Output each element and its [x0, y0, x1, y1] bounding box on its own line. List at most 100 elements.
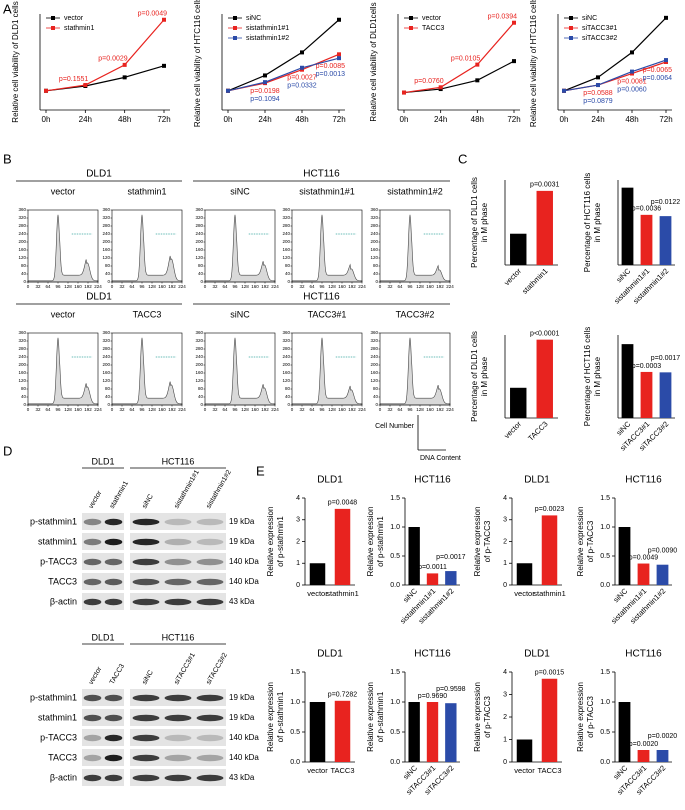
y-tick-label: 80 [105, 386, 111, 391]
x-tick-label: 72h [332, 115, 345, 124]
y-axis-label: Relative cell viability of DLD1cells [369, 2, 378, 121]
x-tick-label: 160 [338, 407, 346, 412]
p-value: p=0.0198 [250, 88, 279, 95]
y-tick-label: 2 [503, 538, 507, 545]
x-tick-label: 224 [358, 407, 366, 412]
blot-band [132, 558, 160, 566]
chart-title: DLD1 [524, 649, 550, 660]
y-tick-label: 360 [195, 207, 203, 212]
point [337, 52, 341, 57]
y-axis-label: Percentage of DLD1 cells [470, 177, 479, 268]
plot-frame [204, 209, 276, 283]
y-tick-label: 0.5 [600, 553, 610, 560]
blot-band [196, 558, 224, 566]
blot-band [196, 518, 224, 526]
series-line [45, 19, 165, 92]
y-tick-label: 280 [102, 223, 110, 228]
protein-label: p-stathmin1 [30, 516, 77, 526]
x-tick-label: 64 [397, 407, 403, 412]
x-tick-label: 32 [119, 284, 125, 289]
group-label: DLD1 [86, 169, 112, 180]
y-axis-label: Relative expression [266, 507, 275, 577]
histogram [291, 214, 363, 283]
y-tick-label: 160 [102, 370, 110, 375]
y-tick-label: 160 [370, 247, 378, 252]
blot-band [104, 714, 123, 722]
y-axis-label: Relative expression [576, 507, 585, 577]
x-tick-label: 128 [328, 407, 336, 412]
x-tick-label: 96 [407, 407, 413, 412]
x-tick-label: 24h [434, 115, 447, 124]
y-tick-label: 40 [198, 271, 204, 276]
bar [659, 216, 672, 265]
legend-label: TACC3 [422, 25, 445, 32]
p-value: p=0.0027 [287, 75, 316, 82]
legend-marker [409, 16, 413, 20]
y-tick-label: 200 [102, 362, 110, 367]
blot-band [83, 734, 102, 742]
p-value: p=0.0029 [98, 56, 127, 63]
series-line [227, 57, 340, 92]
blot-band [164, 598, 192, 606]
x-tick-label: 96 [319, 284, 325, 289]
blot-band [164, 734, 192, 742]
point [300, 65, 304, 70]
p-value: p=0.0879 [583, 98, 612, 105]
y-tick-label: 0.5 [390, 729, 400, 736]
y-tick-label: 120 [195, 255, 203, 260]
x-tick-label: 0h [42, 115, 51, 124]
x-tick-label: 160 [251, 284, 259, 289]
x-tick-label: 128 [416, 407, 424, 412]
blot-band [132, 518, 160, 526]
blot-band [164, 558, 192, 566]
p-value: p=0.0105 [451, 55, 480, 62]
y-tick-label: 1 [503, 560, 507, 567]
x-tick-label: 0 [111, 284, 114, 289]
lane-label: TACC3 [109, 663, 126, 686]
legend-label: sistathmin1#1 [246, 25, 289, 32]
point [162, 63, 166, 68]
plot-frame [204, 332, 276, 406]
y-tick-label: 0 [375, 402, 378, 407]
bar [510, 233, 527, 265]
x-tick-label: 128 [64, 407, 72, 412]
p-value: p=0.0081 [617, 78, 646, 85]
x-tick-label: 192 [261, 407, 269, 412]
sample-label: vector [51, 186, 76, 196]
x-tick-label: 160 [74, 284, 82, 289]
chart-title: HCT116 [414, 649, 451, 660]
y-tick-label: 120 [18, 255, 26, 260]
size-label: 140 kDa [229, 753, 259, 762]
point [122, 75, 127, 80]
bar [536, 339, 553, 418]
y-tick-label: 40 [285, 394, 291, 399]
panel-label: C [458, 151, 467, 166]
x-tick-label: 72h [157, 115, 170, 124]
series-line [563, 59, 667, 92]
y-axis-label: of p-TACC3 [586, 520, 595, 562]
legend-label: sistathmin1#2 [246, 35, 289, 42]
lane-label: siNC [141, 493, 155, 510]
x-tick-label: 224 [94, 407, 102, 412]
y-axis-label: Relative expression [266, 682, 275, 752]
p-value: p=0.0588 [583, 90, 612, 97]
y-tick-label: 0.5 [290, 729, 300, 736]
legend-label: siTACC3#1 [582, 25, 617, 32]
bar [426, 702, 439, 762]
y-tick-label: 320 [370, 215, 378, 220]
x-tick-label: 96 [232, 407, 238, 412]
p-value: p=0.0048 [328, 500, 357, 507]
blot-band [196, 598, 224, 606]
y-tick-label: 0 [503, 759, 507, 766]
y-tick-label: 2 [503, 714, 507, 721]
chart-title: DLD1 [524, 475, 550, 486]
size-label: 140 kDa [229, 557, 259, 566]
chart-title: HCT116 [625, 649, 662, 660]
x-tick-label: 224 [358, 284, 366, 289]
y-tick-label: 1.5 [390, 669, 400, 676]
y-tick-label: 360 [370, 330, 378, 335]
x-tick-label: 0 [379, 407, 382, 412]
y-tick-label: 280 [370, 223, 378, 228]
sample-label: TACC3#1 [308, 309, 347, 319]
point [44, 88, 48, 93]
